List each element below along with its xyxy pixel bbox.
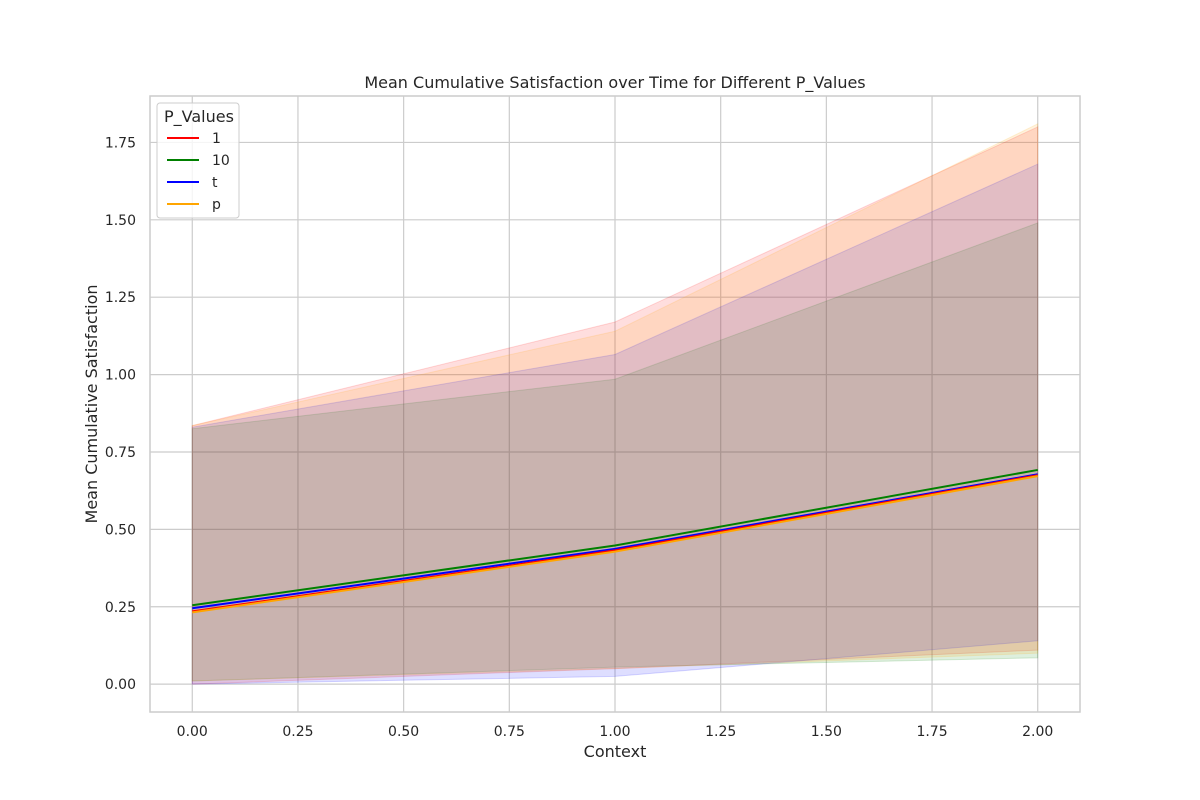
legend-title: P_Values [164, 107, 234, 127]
series-line-t [192, 473, 1038, 610]
y-tick-label: 0.00 [105, 677, 136, 693]
y-axis-label: Mean Cumulative Satisfaction [82, 285, 101, 524]
y-tick-label: 1.75 [105, 135, 136, 151]
series-line-1 [192, 474, 1038, 613]
legend-label-1: 1 [212, 131, 221, 147]
plot-frame [149, 95, 1081, 713]
confidence-bands [191, 123, 1039, 685]
x-tick-label: 0.75 [494, 724, 525, 740]
y-tick-label: 1.00 [105, 368, 136, 384]
x-tick-label: 1.25 [705, 724, 736, 740]
confidence-band-t [191, 163, 1039, 685]
grid [150, 96, 1080, 712]
x-axis-label: Context [584, 742, 647, 761]
confidence-band-10 [191, 222, 1039, 682]
series-lines [192, 468, 1038, 614]
x-tick-label: 1.50 [811, 724, 842, 740]
x-tick-label: 0.00 [177, 724, 208, 740]
chart-title: Mean Cumulative Satisfaction over Time f… [364, 73, 865, 93]
y-tick-label: 1.25 [105, 290, 136, 306]
series-line-10 [192, 468, 1038, 607]
confidence-band-p [191, 123, 1039, 682]
x-tick-label: 1.00 [599, 724, 630, 740]
legend-label-p: p [212, 197, 221, 213]
y-tick-label: 0.50 [105, 522, 136, 538]
confidence-band-1 [191, 126, 1039, 685]
x-tick-label: 0.25 [282, 724, 313, 740]
y-tick-label: 0.75 [105, 445, 136, 461]
y-tick-label: 1.50 [105, 213, 136, 229]
series-line-p [192, 475, 1038, 614]
x-tick-label: 0.50 [388, 724, 419, 740]
x-tick-label: 2.00 [1022, 724, 1053, 740]
x-tick-label: 1.75 [916, 724, 947, 740]
x-tick-labels: 0.00 0.25 0.50 0.75 1.00 1.25 1.50 1.75 2.00 [177, 724, 1054, 740]
legend-label-10: 10 [212, 153, 230, 169]
y-tick-label: 0.25 [105, 600, 136, 616]
y-tick-labels: 0.00 0.25 0.50 0.75 1.00 1.25 1.50 1.75 [105, 135, 136, 693]
legend: P_Values 1 10 tp [156, 102, 240, 219]
legend-entries: 1 10 tp [167, 131, 230, 213]
legend-label-t: t [212, 175, 218, 191]
